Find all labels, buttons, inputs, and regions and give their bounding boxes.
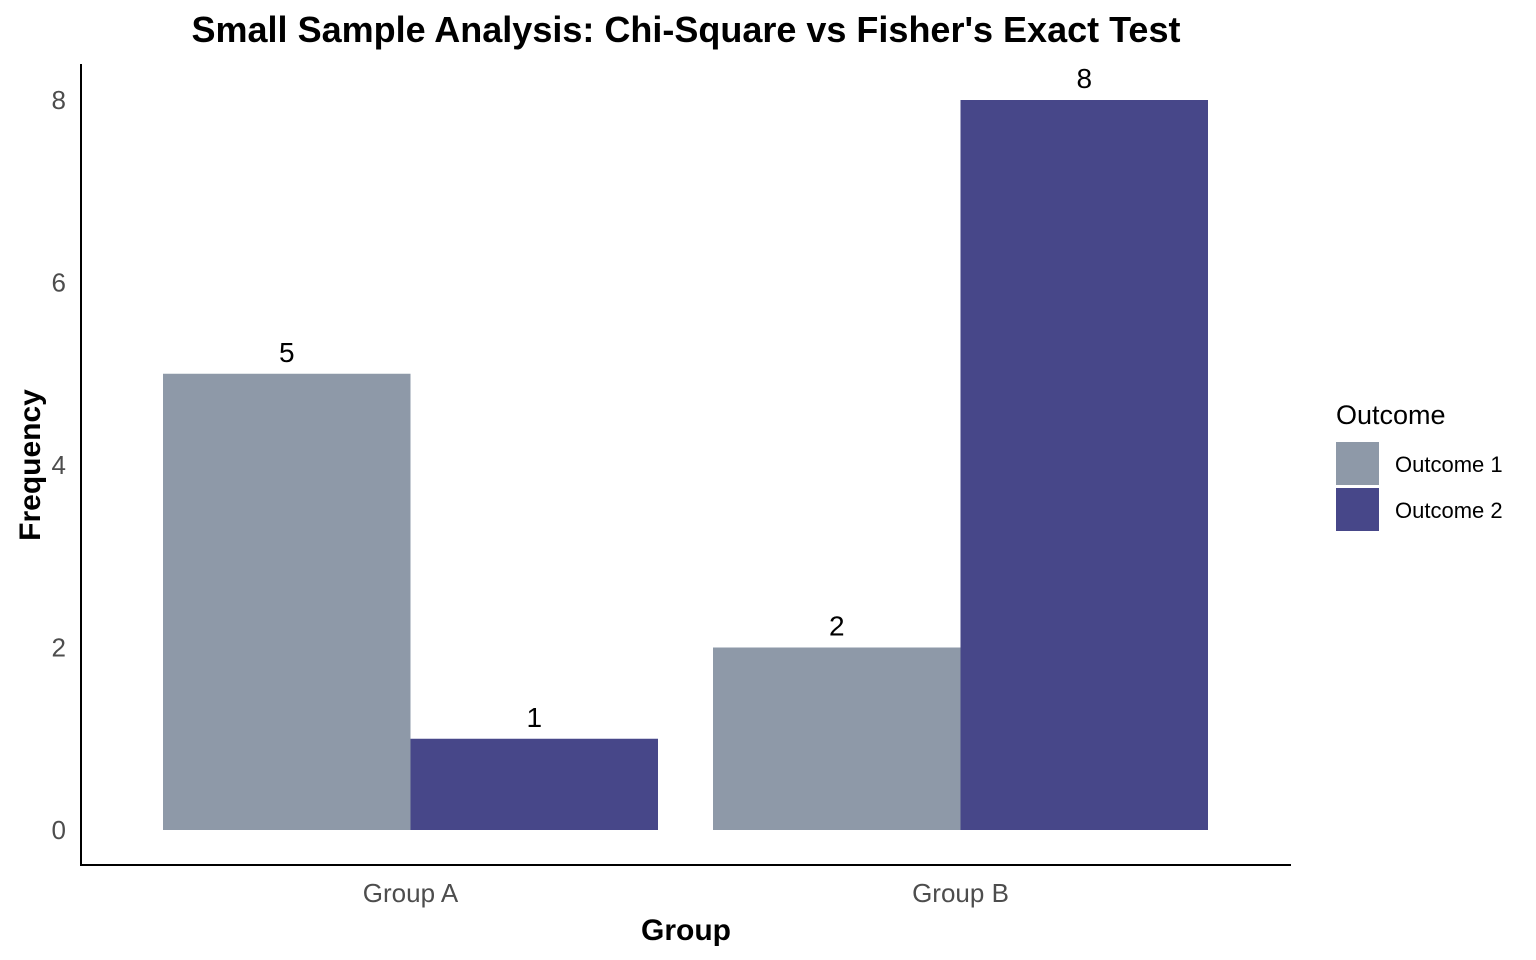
x-axis-title: Group (641, 914, 731, 947)
legend: Outcome Outcome 1 Outcome 2 (1336, 400, 1503, 531)
chart-title: Small Sample Analysis: Chi-Square vs Fis… (192, 9, 1181, 50)
legend-title: Outcome (1336, 400, 1446, 430)
bar (960, 100, 1208, 830)
y-tick-label: 2 (52, 633, 66, 663)
y-tick-label: 0 (52, 815, 66, 845)
bar-value-label: 1 (526, 702, 542, 733)
y-tick-label: 4 (52, 450, 66, 480)
legend-swatch (1336, 488, 1379, 531)
y-tick-label: 6 (52, 268, 66, 298)
plot-area: 0 2 4 6 8 5 1 Group A 2 8 Group B (52, 63, 1208, 908)
bar (163, 373, 411, 830)
y-tick-label: 8 (52, 85, 66, 115)
legend-label: Outcome 2 (1395, 498, 1503, 523)
bar-value-label: 5 (279, 337, 295, 368)
x-tick-label: Group B (912, 878, 1009, 908)
legend-swatch (1336, 442, 1379, 485)
legend-label: Outcome 1 (1395, 452, 1503, 477)
x-tick-label: Group A (363, 878, 459, 908)
bar-value-label: 8 (1076, 63, 1092, 94)
bar-value-label: 2 (829, 611, 845, 642)
bar (410, 738, 658, 830)
y-axis-title: Frequency (14, 389, 47, 541)
bar (713, 647, 961, 830)
